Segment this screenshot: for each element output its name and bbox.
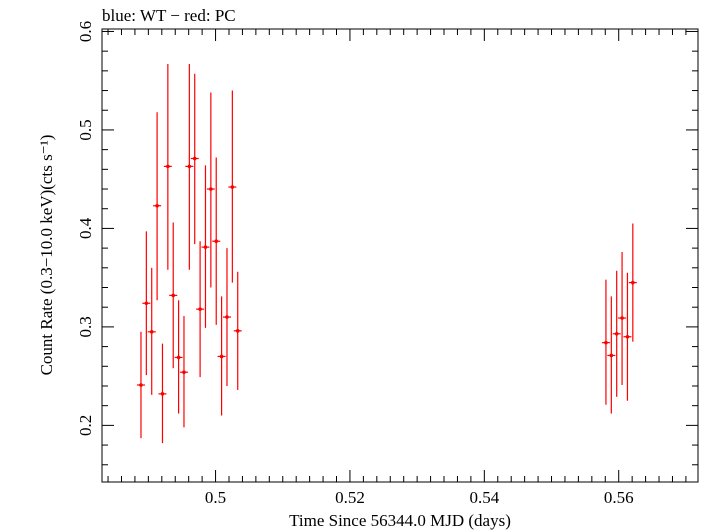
data-marker: [614, 331, 619, 336]
data-marker: [144, 301, 149, 306]
data-marker: [235, 329, 240, 333]
y-tick-label: 0.2: [76, 415, 95, 436]
data-point: [222, 248, 231, 386]
data-point: [196, 241, 205, 378]
x-axis-ticks: 0.5 0.52 0.54 0.56: [107, 29, 687, 507]
data-marker: [225, 315, 229, 319]
data-point: [147, 267, 156, 395]
data-point: [212, 157, 221, 325]
y-axis-label: Count Rate (0.3−10.0 keV)(cts s⁻¹): [37, 135, 56, 376]
data-point: [217, 296, 226, 416]
data-marker: [214, 239, 219, 244]
data-point: [136, 331, 145, 439]
data-point: [612, 270, 621, 397]
data-marker: [631, 280, 635, 285]
data-point: [601, 279, 610, 405]
data-marker: [192, 156, 197, 161]
y-tick-label: 0.6: [76, 21, 95, 42]
data-marker: [625, 334, 630, 339]
data-point: [233, 271, 242, 390]
data-marker: [149, 330, 154, 334]
data-point: [169, 222, 178, 369]
data-point: [607, 296, 616, 414]
data-points: [136, 63, 637, 444]
y-axis-ticks: 0.2 0.3 0.4 0.5 0.6: [76, 21, 698, 466]
data-marker: [230, 185, 235, 189]
data-marker: [166, 164, 170, 169]
data-marker: [219, 354, 224, 359]
x-axis-label: Time Since 56344.0 MJD (days): [289, 511, 511, 530]
data-marker: [155, 203, 159, 208]
data-marker: [160, 392, 165, 396]
data-marker: [604, 340, 608, 345]
data-marker: [203, 245, 208, 249]
data-point: [190, 73, 199, 245]
y-tick-label: 0.3: [76, 316, 95, 337]
data-marker: [171, 293, 176, 298]
data-point: [179, 316, 188, 428]
data-point: [628, 223, 637, 342]
x-tick-label: 0.5: [205, 488, 226, 507]
data-marker: [609, 353, 614, 358]
data-point: [206, 92, 215, 288]
chart-title: blue: WT − red: PC: [102, 6, 236, 25]
x-tick-label: 0.54: [469, 488, 499, 507]
data-marker: [620, 316, 624, 320]
data-marker: [209, 187, 213, 191]
data-marker: [176, 355, 181, 360]
data-marker: [187, 164, 192, 169]
data-point: [201, 165, 210, 328]
data-point: [142, 231, 151, 376]
data-point: [185, 63, 194, 270]
data-point: [174, 300, 183, 414]
plot-frame: [101, 28, 699, 483]
x-tick-label: 0.56: [604, 488, 634, 507]
data-marker: [139, 383, 143, 387]
y-tick-label: 0.5: [76, 119, 95, 140]
data-point: [228, 90, 237, 283]
data-point: [623, 272, 632, 401]
data-point: [618, 252, 627, 385]
data-point: [158, 343, 167, 444]
x-tick-label: 0.52: [335, 488, 365, 507]
data-point: [163, 63, 172, 270]
data-marker: [182, 370, 186, 374]
data-point: [153, 112, 162, 301]
data-marker: [198, 307, 202, 311]
y-tick-label: 0.4: [76, 217, 95, 239]
